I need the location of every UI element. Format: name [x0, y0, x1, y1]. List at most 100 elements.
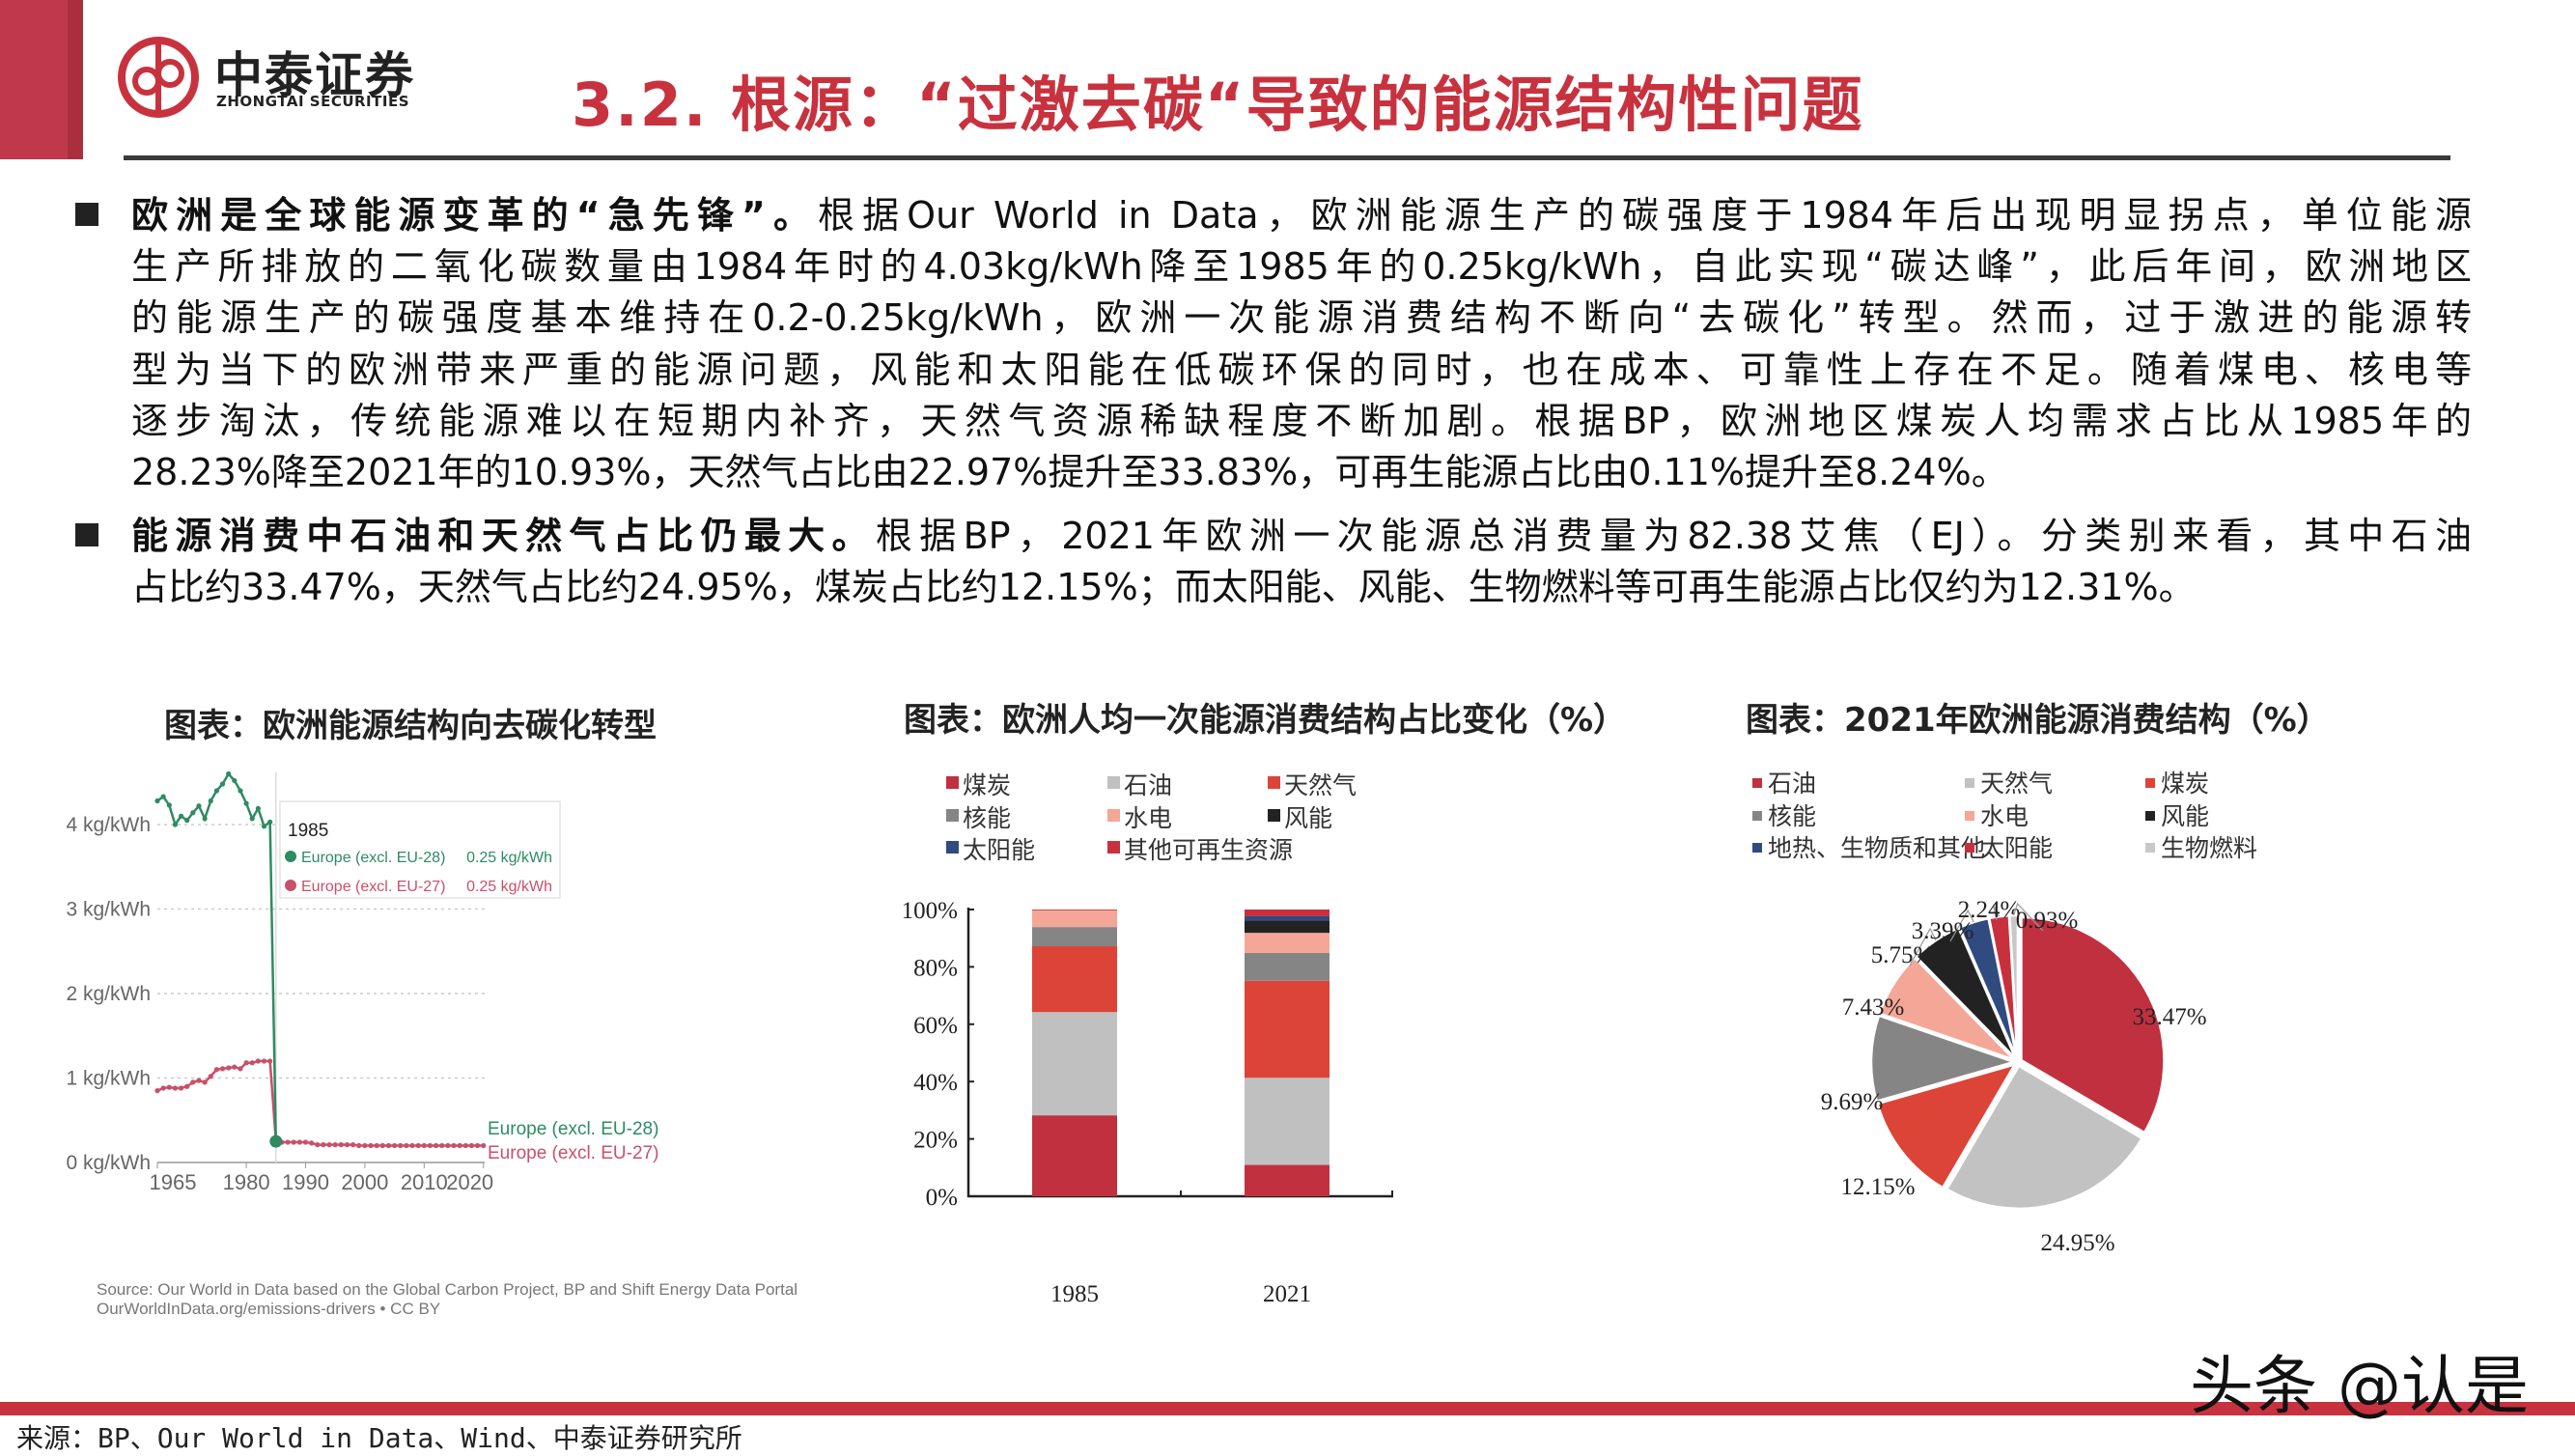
data-point [255, 805, 261, 811]
legend-swatch [1965, 843, 1974, 853]
data-point [255, 1058, 261, 1064]
data-point [356, 1142, 362, 1149]
leader-line [2012, 902, 2044, 932]
leader-line [1949, 909, 1974, 942]
data-point [232, 1064, 238, 1070]
legend-swatch [946, 841, 959, 854]
paragraph-2-lead: 能源消费中石油和天然气占比仍最大。 [131, 515, 876, 557]
leader-line [1909, 927, 1937, 966]
legend-swatch [2145, 843, 2155, 853]
bar-segment [1032, 1012, 1117, 1116]
series-end-label: Europe (excl. EU-27) [488, 1143, 658, 1163]
data-point [172, 822, 179, 827]
series-line [156, 1059, 484, 1147]
data-label: 0.93% [2016, 908, 2079, 934]
chart-source-note: OurWorldInData.org/emissions-drivers • C… [97, 1300, 440, 1318]
data-point [433, 1142, 439, 1149]
y-tick-label: 0 kg/kWh [66, 1152, 151, 1174]
legend-label: 太阳能 [1980, 834, 2053, 862]
pie-slice [1869, 1014, 2019, 1104]
bullet-square-icon [75, 523, 98, 546]
paragraph-1-line: 的能源生产的碳强度基本维持在0.2-0.25kg/kWh，欧洲一次能源消费结构不… [131, 296, 2472, 339]
data-point [154, 1088, 160, 1094]
data-point [350, 1142, 356, 1148]
company-logo: 中泰证券 ZHONGTAI SECURITIES [114, 33, 462, 126]
leader-line [1992, 904, 2001, 921]
y-tick-label: 100% [902, 898, 958, 924]
data-point [285, 1139, 291, 1145]
y-tick-label: 60% [913, 1013, 958, 1039]
data-label: 5.75% [1871, 942, 1934, 968]
chart-3-title: 图表：2021年欧洲能源消费结构（%） [1746, 701, 2330, 740]
legend-swatch [1965, 811, 1974, 821]
data-point [267, 1058, 273, 1064]
y-tick-label: 3 kg/kWh [66, 899, 151, 921]
x-tick-label: 1980 [223, 1170, 270, 1194]
data-point [415, 1142, 421, 1149]
data-point [243, 1060, 249, 1066]
y-tick-label: 40% [913, 1070, 958, 1096]
legend-swatch [1965, 778, 1974, 788]
legend-swatch [1752, 843, 1762, 853]
tooltip-value: 0.25 kg/kWh [466, 879, 552, 895]
data-point [451, 1142, 457, 1149]
data-point [166, 802, 172, 808]
legend-swatch [2145, 778, 2155, 788]
paragraph-1-line: 欧洲是全球能源变革的“急先锋”。根据Our World in Data，欧洲能源… [131, 190, 2472, 240]
y-tick-label: 20% [913, 1128, 958, 1154]
data-point [427, 1142, 434, 1149]
data-point [421, 1142, 427, 1149]
chart-2-title: 图表：欧洲人均一次能源消费结构占比变化（%） [904, 701, 1627, 740]
x-tick-label: 1985 [1050, 1281, 1099, 1307]
footer-divider [0, 1402, 2575, 1415]
x-tick-label: 2010 [401, 1170, 448, 1194]
y-tick-label: 2 kg/kWh [66, 983, 151, 1005]
chart-source-note: Source: Our World in Data based on the G… [97, 1280, 798, 1299]
data-point [190, 1079, 196, 1085]
legend-label: 天然气 [1980, 770, 2053, 798]
legend-swatch [2145, 811, 2155, 821]
data-point [160, 1085, 166, 1091]
bar-segment [1245, 1078, 1329, 1165]
data-point [208, 1074, 213, 1079]
bar-segment [1032, 910, 1117, 928]
data-point [374, 1142, 379, 1149]
legend-label: 天然气 [1284, 771, 1357, 799]
data-point [178, 813, 184, 819]
legend-label: 风能 [1284, 804, 1332, 832]
bar-segment [1245, 980, 1329, 1078]
data-point [261, 824, 267, 829]
data-point [392, 1142, 398, 1149]
data-point [190, 810, 196, 816]
legend-label: 地热、生物质和其他 [1768, 834, 1985, 862]
legend-swatch [1268, 809, 1280, 822]
data-point [457, 1142, 462, 1149]
data-point [249, 816, 255, 822]
series-end-label: Europe (excl. EU-28) [488, 1119, 658, 1139]
legend-label: 核能 [963, 804, 1011, 832]
legend-label: 石油 [1768, 770, 1816, 798]
legend-label: 核能 [1768, 802, 1816, 830]
legend-label: 水电 [1980, 802, 2029, 830]
paragraph-2-line: 占比约33.47%，天然气占比约24.95%，煤炭占比约12.15%；而太阳能、… [131, 566, 2196, 608]
tooltip-value: 0.25 kg/kWh [466, 850, 552, 866]
legend-swatch [946, 809, 959, 822]
data-point [249, 1060, 255, 1066]
data-point [166, 1084, 172, 1090]
x-tick-label: 2000 [341, 1170, 388, 1194]
paragraph-1-text: 根据Our World in Data，欧洲能源生产的碳强度于1984年后出现明… [818, 194, 2472, 237]
bar-segment [1245, 933, 1329, 953]
data-point [409, 1142, 415, 1149]
data-point [362, 1142, 368, 1149]
pie-slice [1878, 956, 2016, 1062]
data-point [462, 1142, 468, 1149]
pie-slice [1875, 1062, 2018, 1190]
legend-label: 太阳能 [963, 836, 1035, 864]
tooltip-series-name: Europe (excl. EU-27) [301, 879, 445, 895]
x-tick-label: 2020 [446, 1170, 493, 1194]
x-tick-label: 1965 [150, 1170, 197, 1194]
legend-swatch [1107, 841, 1120, 854]
data-point [344, 1142, 350, 1148]
data-point [202, 816, 208, 822]
